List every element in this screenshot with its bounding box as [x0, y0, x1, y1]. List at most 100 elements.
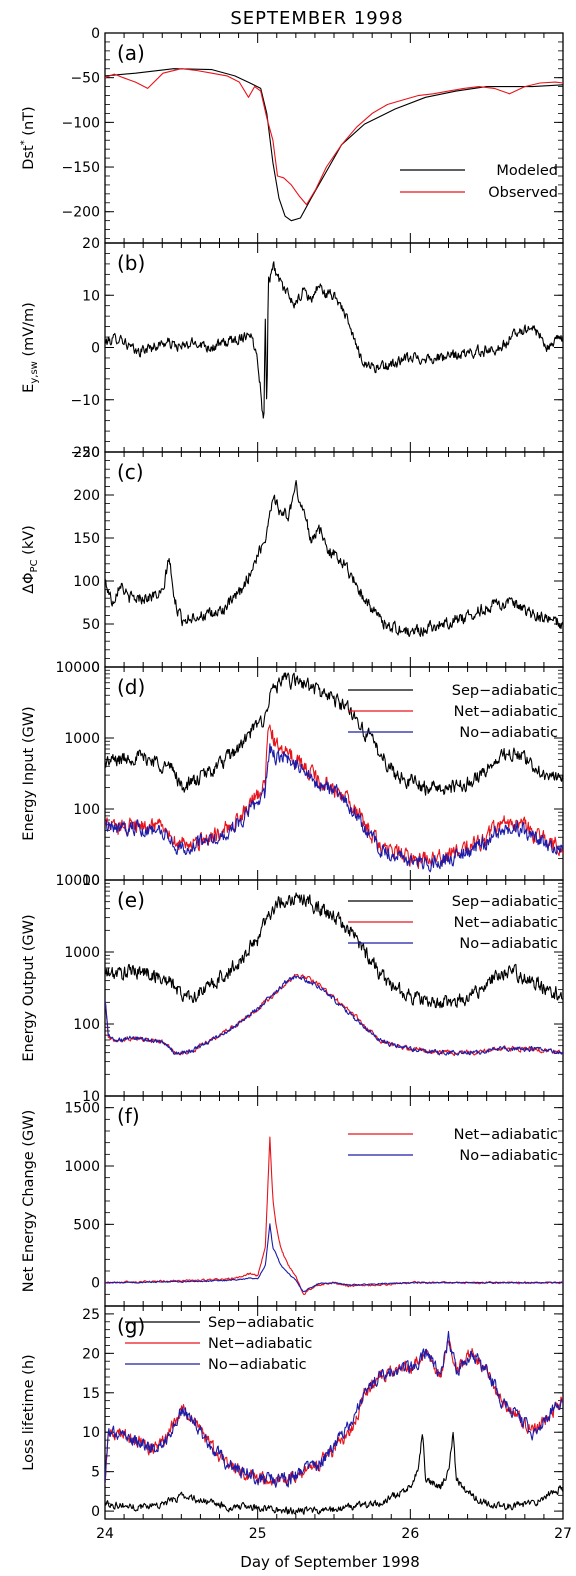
y-axis-label-sub: y,sw	[29, 361, 40, 384]
series-line-sep-adiabatic	[105, 892, 563, 1009]
y-tick-label: 5	[91, 1465, 100, 1481]
y-tick-label: 50	[82, 617, 100, 633]
series-line-no-adiabatic	[105, 1330, 563, 1488]
y-axis-label-main: E	[21, 384, 37, 393]
y-tick-label: 1500	[64, 1101, 100, 1117]
x-tick-label: 26	[401, 1526, 419, 1542]
legend-label: Net−adiabatic	[454, 1127, 558, 1143]
series-line-no-adiabatic	[105, 975, 563, 1056]
y-tick-label: 10000	[55, 873, 100, 889]
y-axis-label-unit: (kV)	[21, 525, 37, 555]
series-line-net-adiabatic	[105, 1136, 563, 1296]
series-line-net-adiabatic	[105, 724, 563, 870]
y-tick-label: 1000	[64, 945, 100, 961]
y-tick-label: −50	[70, 71, 100, 87]
legend-label: Sep−adiabatic	[452, 894, 558, 910]
y-axis-label-main: ΔΦ	[21, 572, 37, 593]
y-axis-label-sub: PC	[29, 559, 40, 572]
y-axis-label: Energy Input (GW)	[21, 706, 37, 840]
y-tick-label: 0	[91, 341, 100, 357]
series-line-observed	[105, 68, 563, 206]
x-tick-label: 25	[249, 1526, 267, 1542]
y-tick-label: 0	[91, 660, 100, 676]
series-line-no-adiabatic	[105, 743, 563, 873]
panels: 0−50−100−150−200(a)Dst* (nT)ModeledObser…	[19, 26, 572, 1542]
legend-label: Net−adiabatic	[208, 1336, 312, 1352]
legend-label: Sep−adiabatic	[208, 1315, 314, 1331]
plot-frame	[104, 1305, 564, 1520]
y-tick-label: 10	[82, 1089, 100, 1105]
series-line-data	[105, 261, 563, 419]
panel-f: 0 500 1000 1500 (f) Net Energy Change (GW) Net…	[21, 1095, 564, 1307]
panel-letter: (a)	[117, 41, 145, 65]
y-tick-label: 10	[82, 1425, 100, 1441]
legend-label: Modeled	[496, 163, 558, 179]
figure-title: SEPTEMBER 1998	[230, 8, 403, 29]
y-axis-label: Dst* (nT)	[19, 106, 37, 169]
legend-label: Sep−adiabatic	[452, 683, 558, 699]
y-tick-label: 0	[91, 26, 100, 42]
plot-frame	[104, 242, 564, 453]
y-tick-label: 25	[82, 1307, 100, 1323]
y-tick-label: 20	[82, 236, 100, 252]
y-tick-label: −10	[70, 393, 100, 409]
panel-d: 10 100 1000 10000 (d) Energy Input (GW) Sep−ad…	[21, 660, 564, 889]
plot-frame	[104, 32, 564, 244]
panel-letter: (f)	[117, 1104, 140, 1128]
legend-label: Net−adiabatic	[454, 704, 558, 720]
x-tick-label: 27	[554, 1526, 572, 1542]
y-axis-label: Energy Output (GW)	[21, 914, 37, 1061]
panel-e: 10 100 1000 10000 (e) Energy Output (GW) Sep−a…	[21, 873, 564, 1105]
y-tick-label: 250	[73, 445, 100, 461]
y-axis-label-sup: *	[19, 140, 30, 145]
y-axis-label: ΔΦPC (kV)	[21, 525, 40, 594]
y-tick-label: −200	[62, 205, 100, 221]
y-tick-label: 100	[73, 1017, 100, 1033]
y-axis-label: Loss lifetime (h)	[21, 1354, 37, 1470]
panel-b: 20 10 0 −10 −20 (b) Ey,sw (mV/m)	[21, 236, 564, 461]
panel-letter: (c)	[117, 460, 144, 484]
plot-frame	[104, 451, 564, 668]
series-line-sep-adiabatic	[105, 1431, 563, 1515]
y-axis-label-unit: (nT)	[21, 106, 37, 135]
legend-label: No−adiabatic	[459, 725, 558, 741]
y-tick-label: 20	[82, 1346, 100, 1362]
y-tick-label: 500	[73, 1217, 100, 1233]
legend-label: No−adiabatic	[459, 1148, 558, 1164]
series-line-sep-adiabatic	[105, 672, 563, 796]
panel-letter: (g)	[117, 1314, 145, 1338]
x-tick-label: 24	[96, 1526, 114, 1542]
series-line-data	[105, 480, 563, 638]
y-tick-label: 200	[73, 488, 100, 504]
panel-letter: (e)	[117, 888, 145, 912]
y-tick-label: 1000	[64, 731, 100, 747]
y-axis-label-unit: (mV/m)	[21, 302, 37, 356]
series-line-no-adiabatic	[105, 1223, 563, 1293]
y-axis-label: Ey,sw (mV/m)	[21, 302, 40, 393]
y-axis-label-main: Dst	[21, 145, 37, 170]
series-line-modeled	[105, 68, 563, 222]
panel-a: 0 −50 −100 −150 −200 (a) Dst* (nT) Modeled Obser…	[19, 26, 564, 244]
y-tick-label: 10	[82, 873, 100, 889]
y-tick-label: −150	[62, 160, 100, 176]
y-tick-label: 0	[91, 1504, 100, 1520]
panel-letter: (d)	[117, 675, 145, 699]
legend-label: Net−adiabatic	[454, 915, 558, 931]
panel-c: 0 50 100 150 200 250 (c) ΔΦPC (kV)	[21, 445, 564, 676]
x-axis-label: Day of September 1998	[240, 1553, 419, 1571]
y-tick-label: 15	[82, 1386, 100, 1402]
panel-g: 0 5 10 15 20 25 (g) Loss lifetime (h) 24 25 26 27 Se…	[21, 1305, 572, 1542]
y-tick-label: 100	[73, 574, 100, 590]
y-tick-label: −100	[62, 115, 100, 131]
panel-letter: (b)	[117, 251, 145, 275]
series-line-net-adiabatic	[105, 1340, 563, 1486]
y-tick-label: 10000	[55, 660, 100, 676]
y-tick-label: 150	[73, 531, 100, 547]
y-tick-label: 0	[91, 1276, 100, 1292]
y-tick-label: −20	[70, 445, 100, 461]
y-tick-label: 10	[82, 288, 100, 304]
y-tick-label: 100	[73, 802, 100, 818]
legend-label: Observed	[488, 185, 558, 201]
y-tick-label: 1000	[64, 1159, 100, 1175]
